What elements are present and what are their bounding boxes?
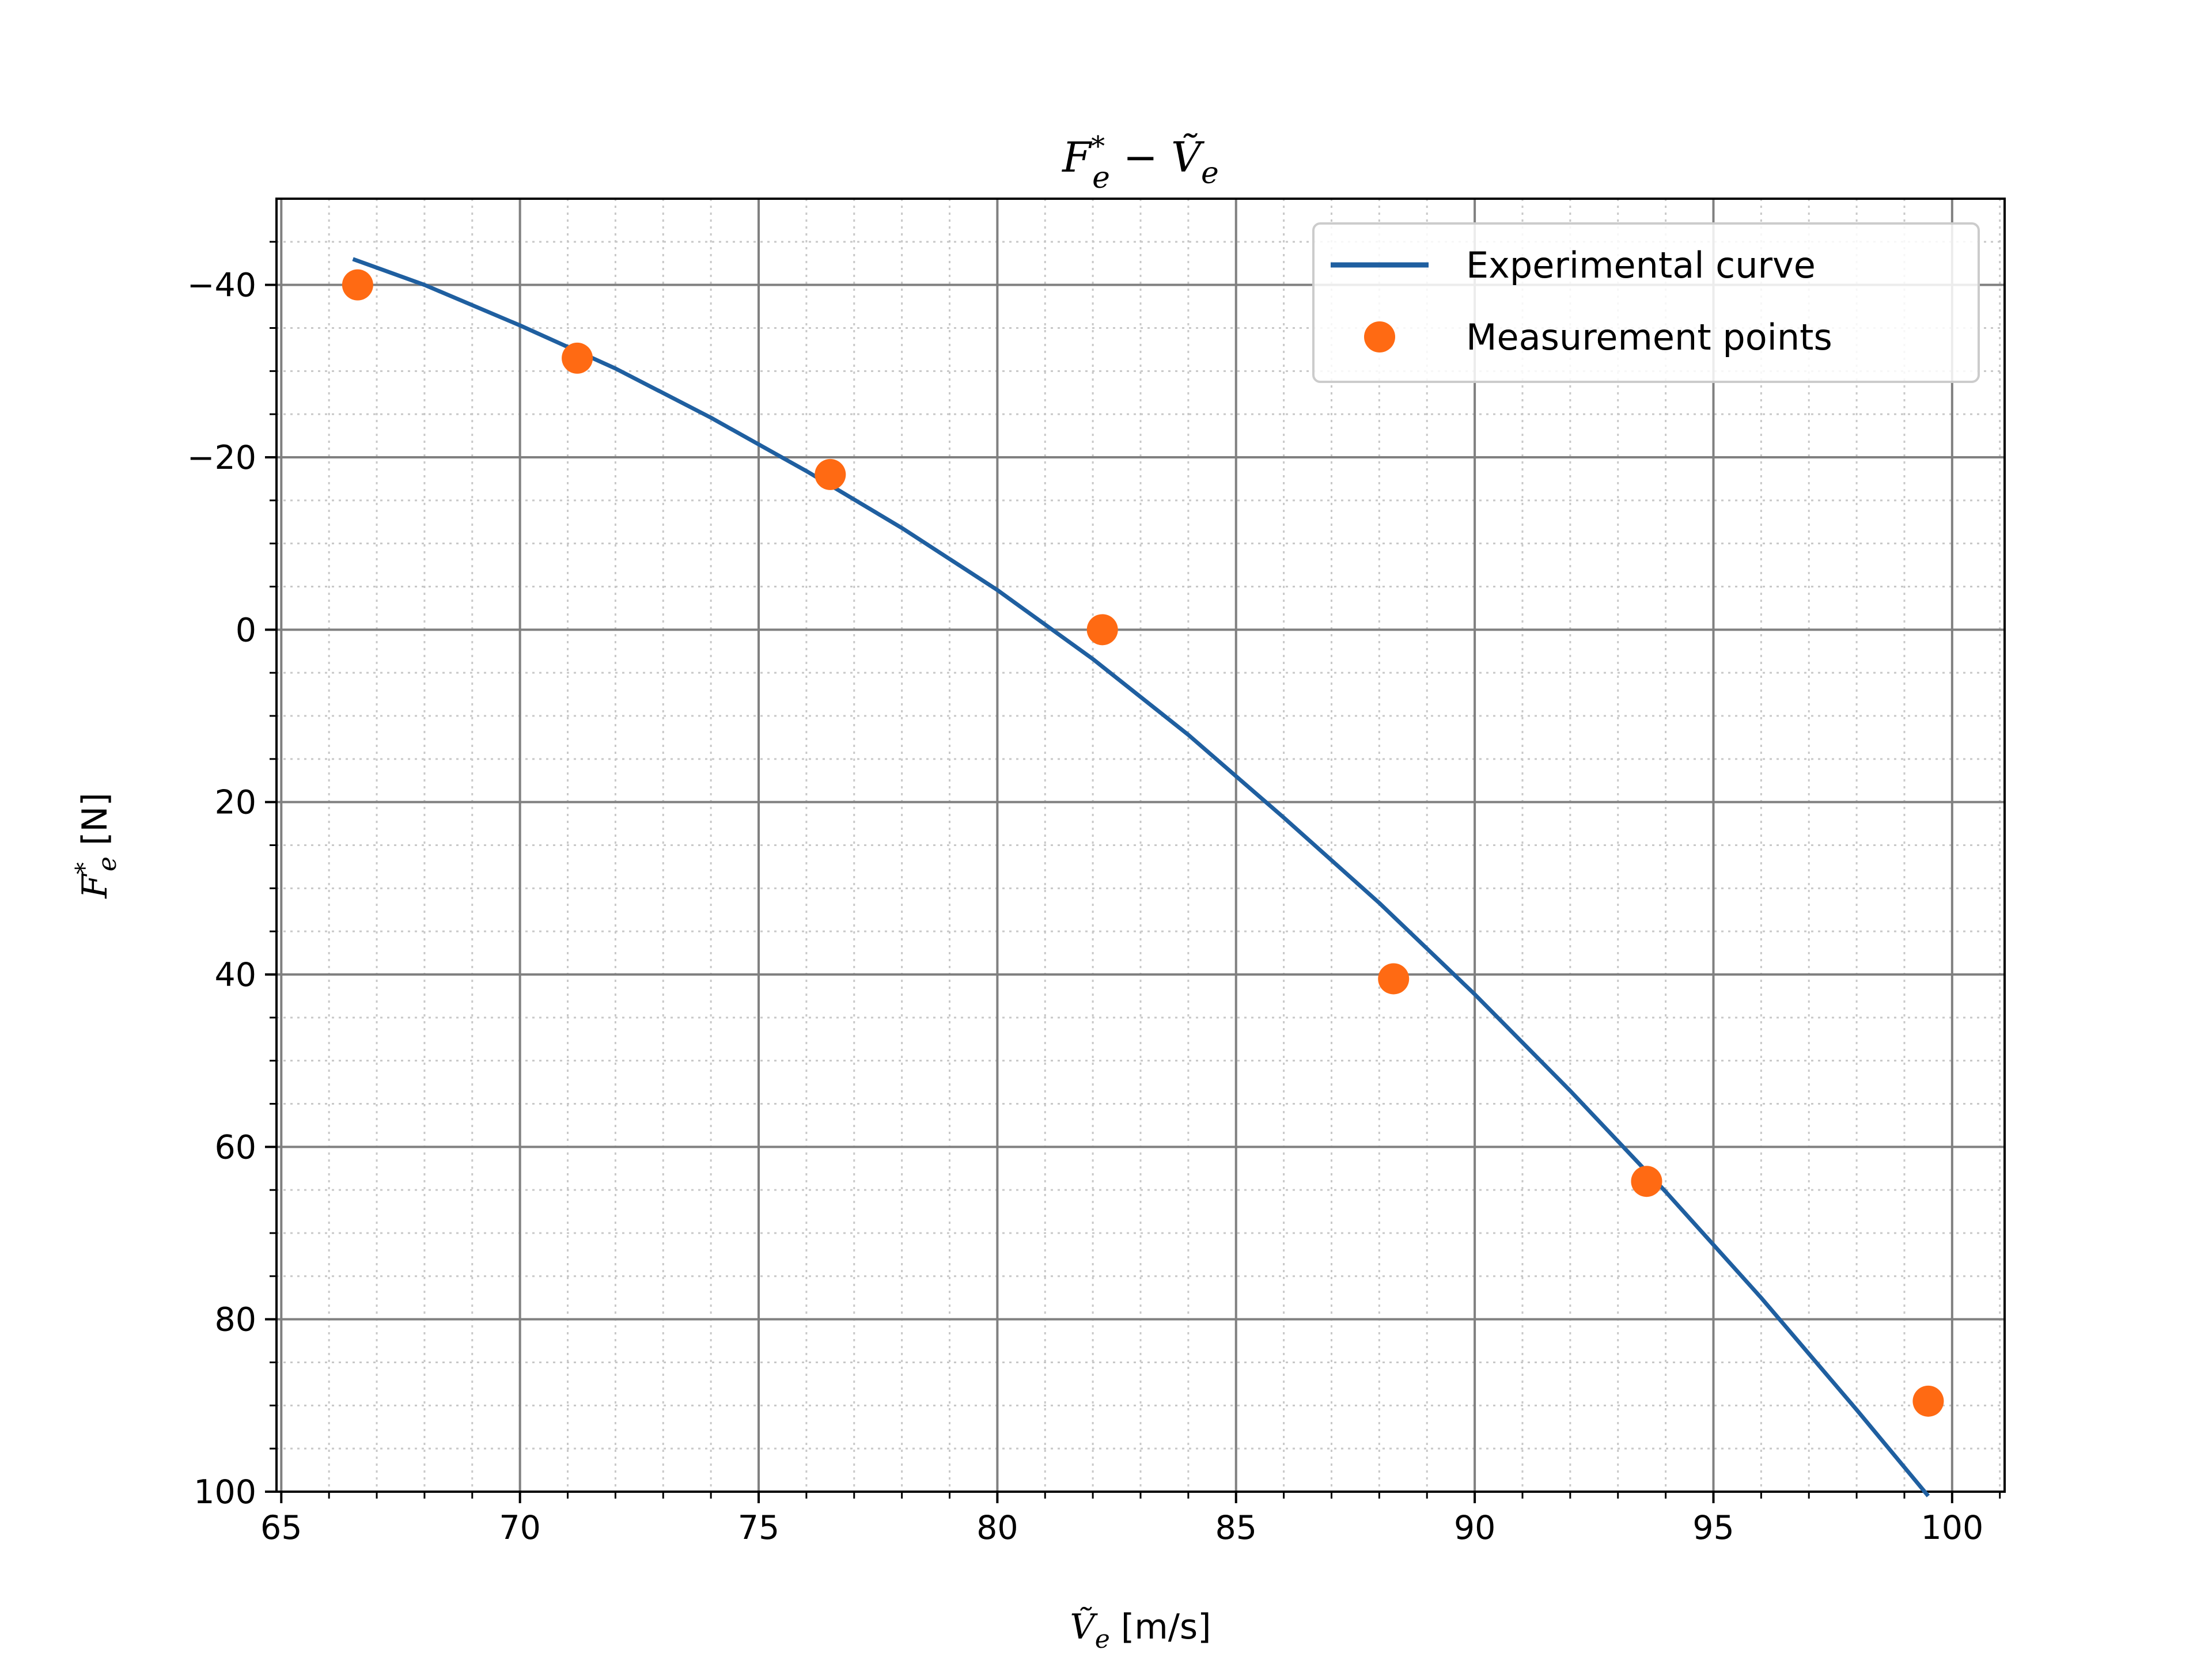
measurement-point xyxy=(1378,963,1410,995)
legend: Experimental curve Measurement points xyxy=(1312,222,1980,383)
y-tick-label: −20 xyxy=(187,439,256,477)
legend-label-experimental-curve: Experimental curve xyxy=(1466,244,1816,286)
x-axis-label: Ṽe [m/s] xyxy=(1070,1606,1211,1654)
x-tick-label: 85 xyxy=(1215,1509,1257,1547)
y-tick-label: 60 xyxy=(214,1128,256,1166)
x-tick-label: 75 xyxy=(738,1509,780,1547)
x-axis-ticks: 65 70 75 80 85 90 95 100 xyxy=(260,1492,2001,1547)
y-tick-label: 0 xyxy=(236,611,256,649)
x-tick-label: 100 xyxy=(1921,1509,1983,1547)
major-grid xyxy=(276,199,2005,1493)
measurement-point xyxy=(1086,614,1118,646)
y-tick-label: 40 xyxy=(214,956,256,994)
measurement-point xyxy=(815,458,846,490)
measurement-point xyxy=(342,269,373,301)
legend-marker-swatch xyxy=(1364,321,1395,352)
y-axis-ticks: −40 −20 0 20 40 60 80 100 xyxy=(187,241,276,1511)
y-axis-label: F*e [N] xyxy=(70,792,122,898)
x-tick-label: 95 xyxy=(1692,1509,1734,1547)
legend-label-measurement-points: Measurement points xyxy=(1466,316,1832,358)
x-tick-label: 70 xyxy=(499,1509,541,1547)
measurement-point xyxy=(562,342,593,374)
x-tick-label: 65 xyxy=(260,1509,302,1547)
x-tick-label: 80 xyxy=(976,1509,1018,1547)
y-tick-label: 100 xyxy=(194,1473,256,1511)
experimental-curve-line xyxy=(352,257,1930,1497)
measurement-point xyxy=(1912,1385,1944,1417)
measurement-point xyxy=(1631,1166,1662,1197)
series-layer xyxy=(342,257,1944,1497)
y-tick-label: 80 xyxy=(214,1301,256,1339)
y-tick-label: 20 xyxy=(214,784,256,822)
x-tick-label: 90 xyxy=(1454,1509,1496,1547)
y-tick-label: −40 xyxy=(187,267,256,305)
legend-box xyxy=(1312,222,1980,383)
